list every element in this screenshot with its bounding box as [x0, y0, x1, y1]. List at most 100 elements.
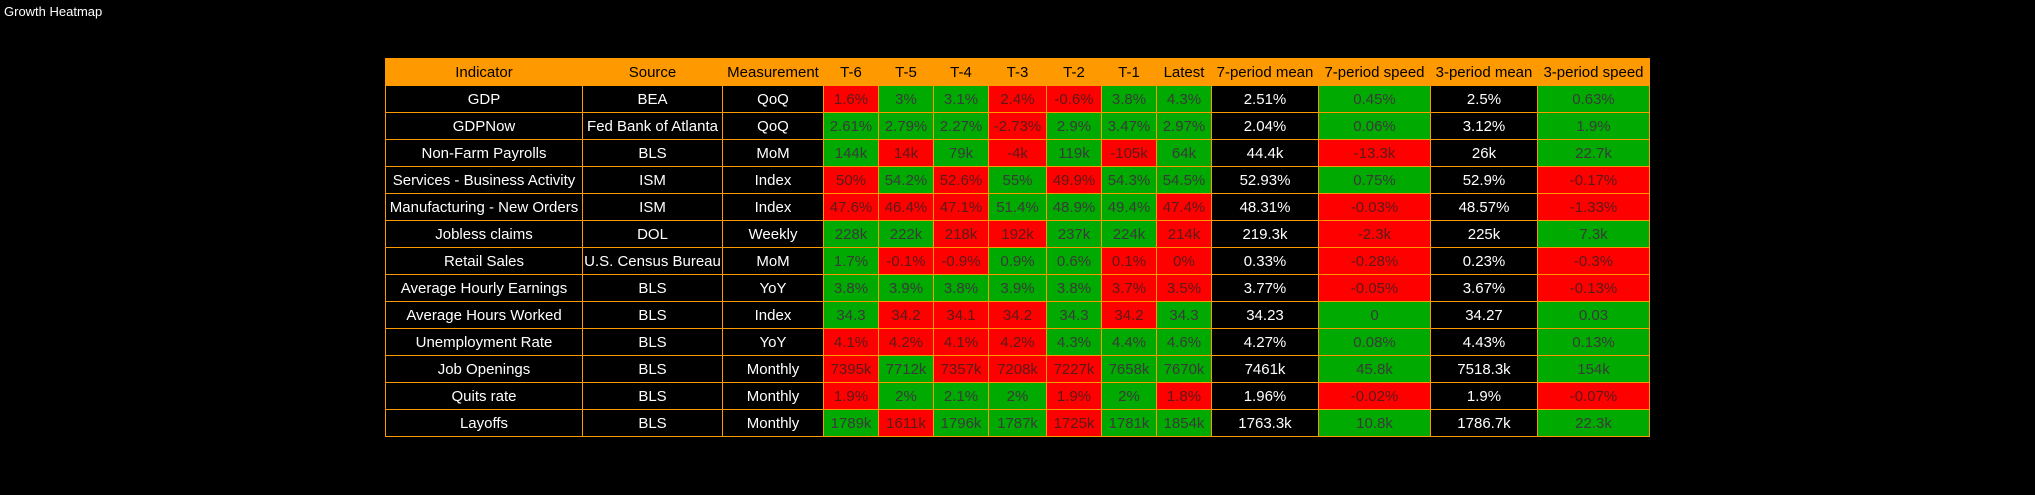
- seven-period-speed-cell: 0.45%: [1318, 85, 1431, 113]
- column-header[interactable]: 3-period mean: [1430, 58, 1538, 86]
- period-value-cell: 54.2%: [878, 166, 934, 194]
- three-period-speed-cell: -0.17%: [1537, 166, 1650, 194]
- page-title: Growth Heatmap: [4, 4, 103, 19]
- period-value-cell: 224k: [1101, 220, 1157, 248]
- column-header[interactable]: T-5: [878, 58, 934, 86]
- column-header[interactable]: Source: [582, 58, 723, 86]
- period-value-cell: 34.1: [933, 301, 989, 329]
- period-value-cell: 0.1%: [1101, 247, 1157, 275]
- period-value-cell: 3.9%: [988, 274, 1047, 302]
- three-period-speed-cell: -0.07%: [1537, 382, 1650, 410]
- seven-period-speed-cell: 45.8k: [1318, 355, 1431, 383]
- measurement-cell: Weekly: [722, 220, 824, 248]
- column-header[interactable]: 7-period speed: [1318, 58, 1431, 86]
- period-value-cell: 2.9%: [1046, 112, 1102, 140]
- period-value-cell: 52.6%: [933, 166, 989, 194]
- source-cell: BLS: [582, 328, 723, 356]
- indicator-cell: Average Hours Worked: [385, 301, 583, 329]
- source-cell: BEA: [582, 85, 723, 113]
- column-header[interactable]: Indicator: [385, 58, 583, 86]
- three-period-mean-cell: 48.57%: [1430, 193, 1538, 221]
- measurement-cell: Index: [722, 193, 824, 221]
- seven-period-speed-cell: -2.3k: [1318, 220, 1431, 248]
- period-value-cell: 3.8%: [1046, 274, 1102, 302]
- column-header[interactable]: 7-period mean: [1211, 58, 1319, 86]
- period-value-cell: 4.1%: [933, 328, 989, 356]
- column-header[interactable]: T-4: [933, 58, 989, 86]
- three-period-speed-cell: 1.9%: [1537, 112, 1650, 140]
- period-value-cell: 1854k: [1156, 409, 1212, 437]
- period-value-cell: 64k: [1156, 139, 1212, 167]
- period-value-cell: 79k: [933, 139, 989, 167]
- indicator-cell: Unemployment Rate: [385, 328, 583, 356]
- period-value-cell: 14k: [878, 139, 934, 167]
- column-header[interactable]: Latest: [1156, 58, 1212, 86]
- period-value-cell: 1781k: [1101, 409, 1157, 437]
- column-header[interactable]: T-6: [823, 58, 879, 86]
- indicator-cell: Jobless claims: [385, 220, 583, 248]
- three-period-speed-cell: 7.3k: [1537, 220, 1650, 248]
- table-row: Manufacturing - New Orders ISM Index 47.6% 4…: [385, 193, 1650, 221]
- column-header[interactable]: Measurement: [722, 58, 824, 86]
- period-value-cell: 119k: [1046, 139, 1102, 167]
- period-value-cell: 4.3%: [1046, 328, 1102, 356]
- three-period-speed-cell: 22.7k: [1537, 139, 1650, 167]
- table-row: Jobless claims DOL Weekly 228k 222k 218k 192k 2…: [385, 220, 1650, 248]
- period-value-cell: 49.9%: [1046, 166, 1102, 194]
- period-value-cell: 34.3: [1156, 301, 1212, 329]
- seven-period-speed-cell: -13.3k: [1318, 139, 1431, 167]
- period-value-cell: 2.79%: [878, 112, 934, 140]
- column-header[interactable]: 3-period speed: [1537, 58, 1650, 86]
- period-value-cell: 4.2%: [878, 328, 934, 356]
- column-header[interactable]: T-2: [1046, 58, 1102, 86]
- period-value-cell: 7395k: [823, 355, 879, 383]
- period-value-cell: 3.1%: [933, 85, 989, 113]
- period-value-cell: 2.61%: [823, 112, 879, 140]
- period-value-cell: 54.5%: [1156, 166, 1212, 194]
- period-value-cell: 3.5%: [1156, 274, 1212, 302]
- period-value-cell: 2.1%: [933, 382, 989, 410]
- measurement-cell: Monthly: [722, 382, 824, 410]
- three-period-mean-cell: 2.5%: [1430, 85, 1538, 113]
- period-value-cell: 2%: [1101, 382, 1157, 410]
- period-value-cell: 1.7%: [823, 247, 879, 275]
- period-value-cell: 49.4%: [1101, 193, 1157, 221]
- column-header[interactable]: T-3: [988, 58, 1047, 86]
- period-value-cell: 4.4%: [1101, 328, 1157, 356]
- heatmap-table-container: Indicator Source Measurement T-6 T-5 T-4 T-3 T-…: [385, 58, 1650, 437]
- measurement-cell: YoY: [722, 328, 824, 356]
- three-period-mean-cell: 7518.3k: [1430, 355, 1538, 383]
- measurement-cell: QoQ: [722, 85, 824, 113]
- period-value-cell: 0%: [1156, 247, 1212, 275]
- period-value-cell: 144k: [823, 139, 879, 167]
- period-value-cell: 7658k: [1101, 355, 1157, 383]
- indicator-cell: Average Hourly Earnings: [385, 274, 583, 302]
- table-row: Average Hours Worked BLS Index 34.3 34.2 34.1…: [385, 301, 1650, 329]
- period-value-cell: 1725k: [1046, 409, 1102, 437]
- source-cell: Fed Bank of Atlanta: [582, 112, 723, 140]
- period-value-cell: 3%: [878, 85, 934, 113]
- period-value-cell: 4.2%: [988, 328, 1047, 356]
- seven-period-mean-cell: 0.33%: [1211, 247, 1319, 275]
- seven-period-mean-cell: 1.96%: [1211, 382, 1319, 410]
- indicator-cell: GDP: [385, 85, 583, 113]
- column-header[interactable]: T-1: [1101, 58, 1157, 86]
- period-value-cell: 214k: [1156, 220, 1212, 248]
- period-value-cell: -0.1%: [878, 247, 934, 275]
- seven-period-mean-cell: 2.04%: [1211, 112, 1319, 140]
- seven-period-mean-cell: 7461k: [1211, 355, 1319, 383]
- period-value-cell: -0.6%: [1046, 85, 1102, 113]
- period-value-cell: 2%: [878, 382, 934, 410]
- measurement-cell: Index: [722, 301, 824, 329]
- period-value-cell: 237k: [1046, 220, 1102, 248]
- seven-period-mean-cell: 34.23: [1211, 301, 1319, 329]
- period-value-cell: 2%: [988, 382, 1047, 410]
- header-row: Indicator Source Measurement T-6 T-5 T-4 T-3 T-…: [385, 58, 1650, 86]
- three-period-mean-cell: 26k: [1430, 139, 1538, 167]
- seven-period-speed-cell: -0.05%: [1318, 274, 1431, 302]
- period-value-cell: 0.9%: [988, 247, 1047, 275]
- seven-period-speed-cell: 0.75%: [1318, 166, 1431, 194]
- seven-period-speed-cell: 0.06%: [1318, 112, 1431, 140]
- period-value-cell: 46.4%: [878, 193, 934, 221]
- table-row: GDPNow Fed Bank of Atlanta QoQ 2.61% 2.79% 2.…: [385, 112, 1650, 140]
